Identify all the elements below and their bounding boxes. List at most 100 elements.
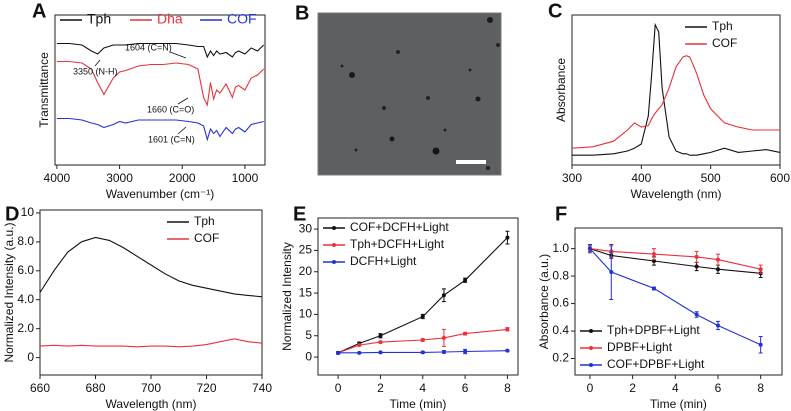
x-tick-label: 1000 bbox=[232, 171, 259, 185]
plot-frame bbox=[574, 227, 783, 376]
data-point bbox=[715, 323, 720, 328]
x-tick-label: 4000 bbox=[44, 171, 71, 185]
x-axis-title: Wavenumber (cm⁻¹) bbox=[106, 187, 215, 201]
y-tick-label: 25 bbox=[299, 243, 313, 257]
legend-label: Tph bbox=[712, 19, 733, 33]
legend-marker bbox=[589, 363, 593, 367]
plot-frame bbox=[54, 14, 266, 166]
panel-label: F bbox=[555, 203, 567, 225]
legend-label: DPBF+Light bbox=[607, 340, 673, 354]
x-tick-label: 2 bbox=[629, 381, 636, 395]
x-tick-label: 700 bbox=[141, 381, 161, 395]
data-point bbox=[441, 293, 446, 298]
legend-label: Tph+DPBF+Light bbox=[607, 323, 700, 337]
x-tick-label: 4 bbox=[672, 381, 679, 395]
data-point bbox=[715, 267, 720, 272]
y-axis-title: Transmittance bbox=[37, 52, 51, 128]
x-tick-label: 680 bbox=[85, 381, 105, 395]
series-line bbox=[39, 236, 263, 298]
x-tick-label: 8 bbox=[504, 381, 511, 395]
data-point bbox=[505, 327, 510, 332]
data-point bbox=[463, 278, 468, 283]
data-point bbox=[694, 254, 699, 259]
panel-label: D bbox=[5, 203, 19, 225]
data-point bbox=[420, 338, 425, 343]
series-line bbox=[589, 248, 761, 274]
data-point bbox=[378, 340, 383, 345]
y-tick-label: 0 bbox=[27, 350, 34, 364]
series-line bbox=[56, 60, 265, 107]
y-tick-label: 30 bbox=[299, 221, 313, 235]
legend-label: COF bbox=[227, 11, 257, 27]
plot-frame bbox=[571, 14, 781, 166]
y-tick-label: 10 bbox=[21, 205, 35, 219]
x-tick-label: 4 bbox=[419, 381, 426, 395]
x-axis-title: Wavelength (nm) bbox=[631, 187, 722, 201]
data-point bbox=[378, 350, 383, 355]
y-tick-label: 0.8 bbox=[552, 268, 569, 282]
x-axis-title: Time (min) bbox=[390, 397, 447, 411]
x-tick-label: 720 bbox=[196, 381, 216, 395]
data-point bbox=[715, 257, 720, 262]
data-point bbox=[463, 331, 468, 336]
series-line bbox=[39, 338, 263, 348]
y-tick-label: 4.0 bbox=[17, 292, 34, 306]
y-tick-label: 2.0 bbox=[17, 321, 34, 335]
data-point bbox=[651, 252, 656, 257]
annotation-arrow bbox=[94, 59, 101, 67]
y-axis-title: Absorbance (a.u.) bbox=[537, 254, 551, 349]
y-tick-label: 0.6 bbox=[552, 296, 569, 310]
x-tick-label: 8 bbox=[757, 381, 764, 395]
legend-label: COF bbox=[194, 231, 219, 245]
x-tick-label: 500 bbox=[701, 171, 721, 185]
panel-label: C bbox=[548, 0, 562, 22]
legend-label: COF+DCFH+Light bbox=[350, 220, 449, 234]
panel-label: B bbox=[295, 2, 309, 24]
sem-image bbox=[317, 12, 502, 176]
x-tick-label: 0 bbox=[587, 381, 594, 395]
y-axis-title: Normalized Intensity bbox=[280, 242, 294, 351]
x-tick-label: 3000 bbox=[106, 171, 133, 185]
x-axis-title: Wavelength (nm) bbox=[106, 397, 197, 411]
y-tick-label: 1.0 bbox=[552, 241, 569, 255]
plot-frame bbox=[317, 217, 519, 376]
y-tick-label: 8.0 bbox=[17, 234, 34, 248]
series-line bbox=[56, 42, 265, 59]
data-point bbox=[651, 286, 656, 291]
y-tick-label: 5 bbox=[305, 328, 312, 342]
series-line bbox=[56, 117, 264, 142]
data-point bbox=[463, 349, 468, 354]
y-tick-label: 0.4 bbox=[552, 323, 569, 337]
x-tick-label: 2000 bbox=[169, 171, 196, 185]
y-tick-label: 0.2 bbox=[552, 351, 569, 365]
y-axis-title: Absorbance bbox=[554, 58, 568, 122]
x-tick-label: 2 bbox=[377, 381, 384, 395]
data-point bbox=[357, 350, 362, 355]
legend-marker bbox=[332, 226, 336, 230]
data-point bbox=[420, 314, 425, 319]
y-tick-label: 6.0 bbox=[17, 263, 34, 277]
y-tick-label: 20 bbox=[299, 264, 313, 278]
panel-label: E bbox=[293, 203, 306, 225]
legend-label: Tph bbox=[87, 11, 111, 27]
panel-label: A bbox=[32, 0, 46, 22]
x-tick-label: 660 bbox=[30, 381, 50, 395]
data-point bbox=[758, 267, 763, 272]
annotation: 1604 (C=N) bbox=[125, 42, 172, 52]
data-point bbox=[758, 342, 763, 347]
data-point bbox=[357, 343, 362, 348]
data-point bbox=[609, 269, 614, 274]
legend-label: DCFH+Light bbox=[350, 254, 417, 268]
x-tick-label: 400 bbox=[631, 171, 651, 185]
legend-label: Tph+DCFH+Light bbox=[350, 237, 445, 251]
x-tick-label: 6 bbox=[715, 381, 722, 395]
data-point bbox=[587, 246, 592, 251]
legend-label: Dha bbox=[157, 11, 183, 27]
legend-marker bbox=[589, 329, 593, 333]
x-tick-label: 300 bbox=[562, 171, 582, 185]
data-point bbox=[336, 350, 341, 355]
data-point bbox=[441, 335, 446, 340]
annotation: 1601 (C=N) bbox=[148, 134, 195, 144]
legend-marker bbox=[332, 243, 336, 247]
